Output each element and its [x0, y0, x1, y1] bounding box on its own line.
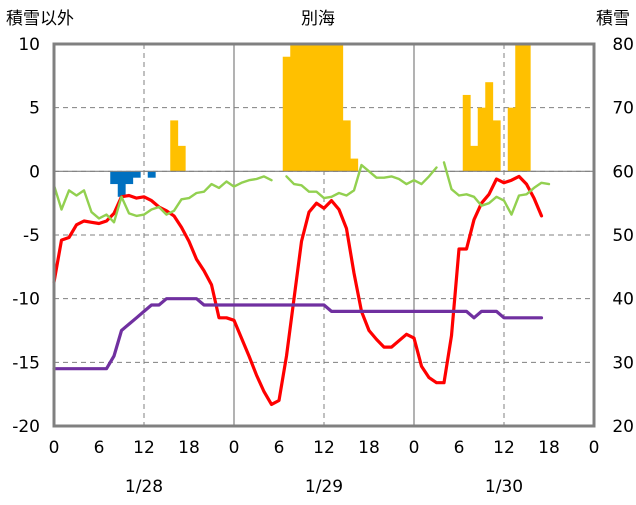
- x-tick-label: 0: [49, 438, 60, 458]
- negative-bar: [147, 171, 156, 178]
- left-tick-label: -15: [12, 353, 40, 373]
- dew-point-line: [52, 161, 551, 224]
- snowfall-bar: [290, 44, 299, 172]
- negative-bar: [110, 171, 119, 185]
- snowfall-bar: [492, 120, 501, 172]
- snowfall-bar: [477, 107, 486, 172]
- snowfall-bar: [282, 56, 291, 172]
- snowfall-bar: [177, 145, 186, 172]
- plot-frame: [52, 42, 596, 428]
- left-tick-label: -5: [23, 226, 40, 246]
- negative-bar: [132, 171, 141, 178]
- left-axis-label: 積雪以外: [6, 9, 74, 29]
- right-tick-label: 60: [612, 162, 634, 182]
- temperature-line: [52, 174, 544, 406]
- snowfall-bar: [515, 44, 524, 172]
- right-axis-label: 積雪: [596, 9, 630, 29]
- plot-area: 10 805 700 60-5 50-10 40-15 30-20 200 6 12 18 0 6 12 1…: [12, 35, 634, 497]
- left-tick-label: 5: [29, 99, 40, 119]
- snowfall-bar: [462, 94, 471, 172]
- snowfall-bar: [470, 145, 479, 172]
- negative-bar: [125, 171, 134, 185]
- right-tick-label: 20: [612, 417, 634, 437]
- date-label: 1/28: [125, 477, 163, 497]
- x-tick-label: 0: [229, 438, 240, 458]
- negative-bar: [117, 171, 126, 197]
- x-tick-label: 0: [409, 438, 420, 458]
- snowfall-bar: [327, 44, 336, 172]
- right-tick-label: 80: [612, 35, 634, 55]
- date-label: 1/30: [485, 477, 523, 497]
- x-tick-label: 0: [589, 438, 600, 458]
- right-tick-label: 70: [612, 99, 634, 119]
- date-label: 1/29: [305, 477, 343, 497]
- snowfall-bar: [522, 44, 531, 172]
- x-tick-label: 12: [133, 438, 155, 458]
- right-tick-label: 40: [612, 290, 634, 310]
- x-tick-label: 6: [274, 438, 285, 458]
- snowfall-bar: [507, 107, 516, 172]
- snowfall-bar: [342, 120, 351, 172]
- x-tick-label: 18: [178, 438, 200, 458]
- left-tick-label: 10: [18, 35, 40, 55]
- right-tick-label: 50: [612, 226, 634, 246]
- x-tick-label: 12: [493, 438, 515, 458]
- x-tick-label: 6: [454, 438, 465, 458]
- snowfall-bar: [335, 44, 344, 172]
- left-tick-label: 0: [29, 162, 40, 182]
- snow-depth-line: [52, 297, 544, 371]
- snowfall-bar: [350, 158, 359, 172]
- right-tick-label: 30: [612, 353, 634, 373]
- snowfall-bar: [170, 120, 179, 172]
- x-tick-label: 18: [538, 438, 560, 458]
- left-tick-label: -10: [12, 290, 40, 310]
- snowfall-bar: [320, 44, 329, 172]
- x-tick-label: 18: [358, 438, 380, 458]
- x-tick-label: 6: [94, 438, 105, 458]
- snowfall-bar: [312, 44, 321, 172]
- snowfall-bar: [297, 44, 306, 172]
- left-tick-label: -20: [12, 417, 40, 437]
- chart-title: 別海: [301, 9, 335, 29]
- snowfall-bar: [305, 44, 314, 172]
- snowfall-bar: [485, 82, 494, 172]
- x-tick-label: 12: [313, 438, 335, 458]
